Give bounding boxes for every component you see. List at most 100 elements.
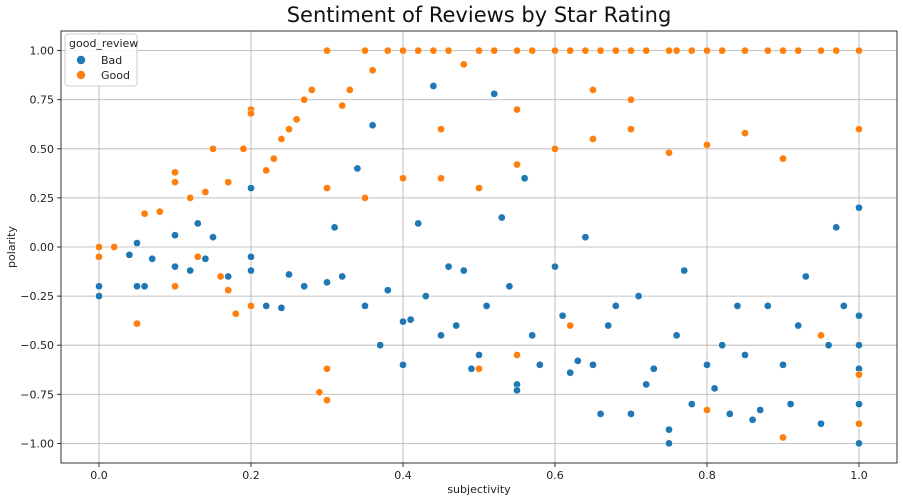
point-bad xyxy=(467,364,476,373)
point-good xyxy=(687,46,696,55)
point-good xyxy=(551,144,559,153)
point-bad xyxy=(133,282,141,291)
point-bad xyxy=(733,302,742,310)
point-bad xyxy=(741,351,749,359)
point-bad xyxy=(452,321,461,330)
point-bad xyxy=(171,262,179,271)
point-bad xyxy=(323,278,331,287)
point-bad xyxy=(201,254,210,263)
x-axis-label: subjectivity xyxy=(447,483,511,496)
point-bad xyxy=(444,262,453,271)
point-good xyxy=(627,125,635,134)
point-bad xyxy=(680,266,689,275)
legend-label-bad: Bad xyxy=(101,54,122,67)
point-bad xyxy=(566,368,575,377)
point-bad xyxy=(763,302,772,310)
point-bad xyxy=(376,341,385,350)
x-tick-label: 0.8 xyxy=(698,469,716,482)
point-bad xyxy=(604,321,613,330)
point-good xyxy=(741,129,749,137)
legend-marker-good xyxy=(76,70,86,80)
point-good xyxy=(794,46,803,55)
point-bad xyxy=(399,317,407,326)
point-good xyxy=(566,46,575,55)
point-bad xyxy=(581,233,590,242)
point-bad xyxy=(338,272,347,281)
point-good xyxy=(95,252,103,261)
point-bad xyxy=(421,292,430,300)
point-good xyxy=(741,46,749,55)
legend: good_review Bad Good xyxy=(64,33,138,87)
point-bad xyxy=(779,360,787,369)
point-good xyxy=(596,46,605,55)
point-good xyxy=(703,406,711,414)
point-bad xyxy=(513,386,521,395)
point-good xyxy=(475,184,483,192)
x-tick-label: 0.6 xyxy=(546,469,564,482)
y-tick-label: −0.50 xyxy=(20,339,54,352)
point-bad xyxy=(855,311,863,320)
point-bad xyxy=(406,315,415,324)
point-good xyxy=(315,388,324,397)
point-good xyxy=(589,86,597,94)
point-good xyxy=(338,101,347,110)
points-layer xyxy=(95,46,863,448)
point-bad xyxy=(414,219,423,228)
x-tick-label: 1.0 xyxy=(850,469,868,482)
point-good xyxy=(513,46,521,55)
point-bad xyxy=(855,439,863,448)
point-good xyxy=(95,243,103,251)
point-bad xyxy=(725,410,734,418)
point-bad xyxy=(589,360,597,369)
point-good xyxy=(437,125,445,134)
x-tick-label: 0.4 xyxy=(394,469,412,482)
point-good xyxy=(155,207,164,216)
point-good xyxy=(399,174,407,183)
point-good xyxy=(817,331,825,340)
point-bad xyxy=(140,282,149,291)
point-good xyxy=(224,286,233,295)
point-bad xyxy=(687,400,696,408)
point-bad xyxy=(817,419,825,428)
point-good xyxy=(627,95,635,104)
point-bad xyxy=(383,286,392,295)
point-good xyxy=(171,168,179,177)
point-good xyxy=(665,148,673,157)
y-tick-label: 1.00 xyxy=(30,45,55,58)
point-good xyxy=(140,209,149,218)
y-tick-label: −0.75 xyxy=(20,388,54,401)
x-tick-label: 0.2 xyxy=(242,469,260,482)
point-good xyxy=(323,184,331,192)
y-tick-label: −1.00 xyxy=(20,437,54,450)
point-good xyxy=(193,252,202,261)
point-bad xyxy=(558,311,567,320)
point-good xyxy=(672,46,681,55)
point-good xyxy=(231,309,240,318)
y-tick-label: 0.00 xyxy=(30,241,55,254)
point-bad xyxy=(95,292,103,300)
point-bad xyxy=(277,304,286,312)
point-good xyxy=(703,141,711,149)
point-good xyxy=(475,46,483,55)
point-good xyxy=(323,396,331,405)
point-good xyxy=(437,174,445,183)
point-bad xyxy=(368,121,377,130)
point-good xyxy=(292,115,301,124)
point-bad xyxy=(247,266,255,275)
point-bad xyxy=(748,415,757,424)
point-bad xyxy=(786,400,795,408)
point-bad xyxy=(855,341,863,350)
point-good xyxy=(475,364,483,373)
point-good xyxy=(323,46,331,55)
point-good xyxy=(361,46,369,55)
point-good xyxy=(817,46,825,55)
point-good xyxy=(171,282,179,291)
point-bad xyxy=(551,262,559,271)
point-bad xyxy=(361,302,369,310)
point-good xyxy=(285,125,293,134)
point-good xyxy=(513,105,521,114)
point-good xyxy=(832,46,841,55)
point-bad xyxy=(855,203,863,212)
point-bad xyxy=(262,302,271,310)
